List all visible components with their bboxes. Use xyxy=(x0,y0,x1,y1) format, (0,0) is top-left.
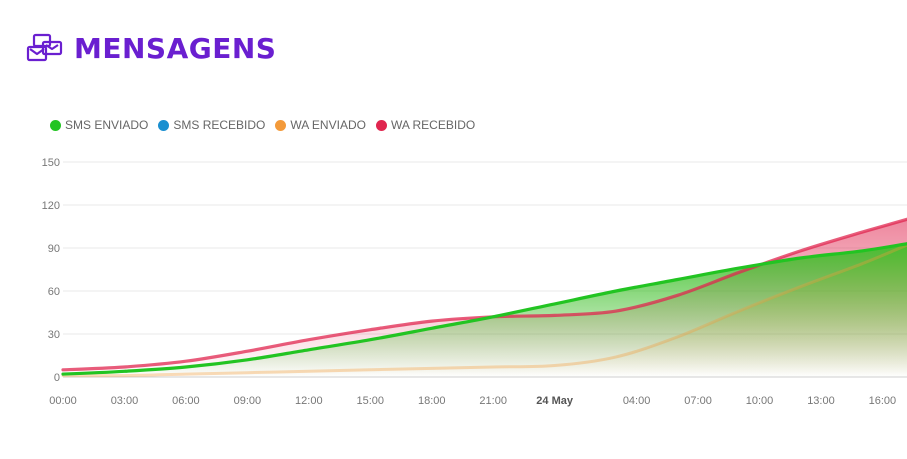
legend-label: SMS RECEBIDO xyxy=(173,118,266,132)
x-tick-label: 06:00 xyxy=(172,395,200,407)
x-tick-label: 13:00 xyxy=(807,395,835,407)
legend-item-wa-recebido[interactable]: WA RECEBIDO xyxy=(375,118,476,132)
x-tick-label: 00:00 xyxy=(49,395,77,407)
x-tick-label: 16:00 xyxy=(869,395,897,407)
legend-marker xyxy=(375,119,387,131)
legend-label: WA RECEBIDO xyxy=(390,118,476,132)
chart-header: MENSAGENS xyxy=(26,30,276,66)
legend-item-sms-enviado[interactable]: SMS ENVIADO xyxy=(50,118,148,132)
x-tick-label: 12:00 xyxy=(295,395,323,407)
y-tick-label: 90 xyxy=(48,243,60,255)
y-tick-label: 30 xyxy=(48,329,60,341)
y-tick-label: 0 xyxy=(54,372,60,384)
series-area-sms-enviado xyxy=(63,243,907,377)
x-tick-label: 24 May xyxy=(536,395,574,407)
legend-label: SMS ENVIADO xyxy=(65,118,149,132)
x-tick-label: 07:00 xyxy=(684,395,712,407)
legend-item-sms-recebido[interactable]: SMS RECEBIDO xyxy=(158,118,265,132)
series-line-wa-enviado[interactable] xyxy=(61,243,907,378)
chart-title: MENSAGENS xyxy=(74,31,277,65)
legend-marker xyxy=(275,119,287,131)
legend-marker xyxy=(50,119,61,131)
x-tick-label: 09:00 xyxy=(234,395,262,407)
y-tick-label: 120 xyxy=(42,200,60,212)
legend-item-wa-enviado[interactable]: WA ENVIADO xyxy=(275,118,366,132)
x-tick-label: 18:00 xyxy=(418,395,446,407)
legend-label: WA ENVIADO xyxy=(290,118,366,132)
y-tick-label: 60 xyxy=(48,286,60,298)
x-tick-label: 15:00 xyxy=(357,395,385,407)
legend-marker xyxy=(158,119,170,131)
x-tick-label: 03:00 xyxy=(111,395,139,407)
messages-icon xyxy=(26,33,64,63)
x-tick-label: 04:00 xyxy=(623,395,651,407)
series-line-sms-enviado[interactable] xyxy=(61,242,907,376)
x-tick-label: 21:00 xyxy=(479,395,507,407)
y-tick-label: 150 xyxy=(42,157,60,169)
x-tick-label: 10:00 xyxy=(746,395,774,407)
chart-legend: SMS ENVIADO SMS RECEBIDO WA ENVIADO WA R… xyxy=(50,118,475,132)
